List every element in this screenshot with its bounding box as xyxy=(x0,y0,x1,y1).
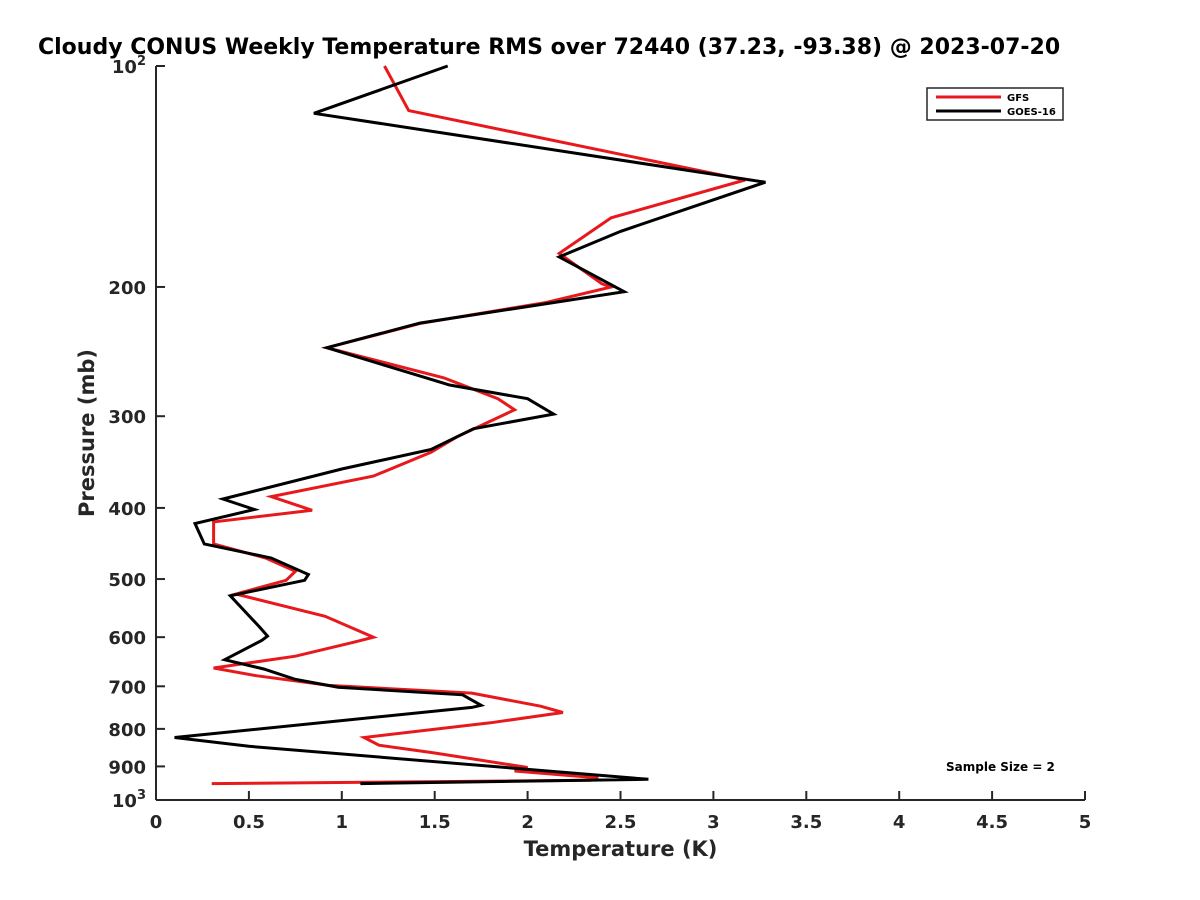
y-tick-label: 102 xyxy=(112,54,146,78)
y-axis-ticks: 102 200 300 400 500 600 700 800 900 103 xyxy=(108,54,165,812)
x-tick-label: 4.5 xyxy=(976,812,1008,833)
x-tick-label: 3.5 xyxy=(790,812,822,833)
y-axis-title: Pressure (mb) xyxy=(75,349,99,517)
x-axis-title: Temperature (K) xyxy=(524,837,718,861)
legend-box xyxy=(926,87,1064,121)
y-tick-label: 400 xyxy=(108,499,146,520)
x-tick-label: 2.5 xyxy=(605,812,637,833)
y-tick-label: 600 xyxy=(108,628,146,649)
y-tick-label: 500 xyxy=(108,570,146,591)
x-tick-label: 0 xyxy=(150,812,163,833)
y-tick-label: 200 xyxy=(108,278,146,299)
series-line-gfs xyxy=(211,65,746,786)
y-tick-label: 800 xyxy=(108,720,146,741)
y-tick-label: 700 xyxy=(108,677,146,698)
x-tick-label: 4 xyxy=(893,812,906,833)
y-tick-label: 900 xyxy=(108,757,146,778)
series-line-goes-16 xyxy=(174,64,766,786)
legend-label: GOES-16 xyxy=(1007,107,1056,118)
x-tick-label: 5 xyxy=(1079,812,1092,833)
axes xyxy=(155,66,1085,801)
x-tick-label: 3 xyxy=(707,812,720,833)
legend-label: GFS xyxy=(1007,93,1029,104)
y-tick-label: 103 xyxy=(112,788,146,812)
x-tick-label: 1 xyxy=(336,812,349,833)
legend: GFS GOES-16 xyxy=(926,87,1064,121)
chart-title: Cloudy CONUS Weekly Temperature RMS over… xyxy=(38,35,1060,60)
plot-lines xyxy=(174,64,766,786)
x-tick-label: 2 xyxy=(521,812,534,833)
x-tick-label: 1.5 xyxy=(419,812,451,833)
y-tick-label: 300 xyxy=(108,407,146,428)
x-tick-label: 0.5 xyxy=(233,812,265,833)
sample-size-annotation: Sample Size = 2 xyxy=(946,760,1055,774)
x-axis-ticks: 0 0.5 1 1.5 2 2.5 3 3.5 4 4.5 5 xyxy=(150,791,1092,833)
